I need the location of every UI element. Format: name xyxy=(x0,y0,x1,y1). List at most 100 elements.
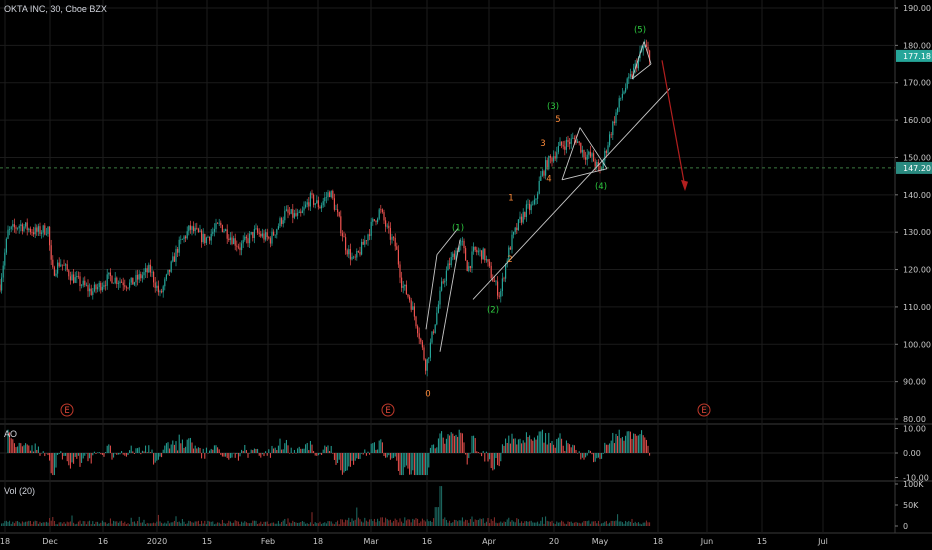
ao-bar xyxy=(393,453,395,458)
candle-body xyxy=(631,74,633,78)
ao-bar xyxy=(170,444,172,453)
ao-bar xyxy=(7,429,9,453)
volume-bar xyxy=(543,523,545,526)
ao-bar xyxy=(301,448,303,453)
ao-bar xyxy=(373,442,375,453)
candle-body xyxy=(50,245,52,260)
candle-body xyxy=(241,243,243,251)
ao-bar xyxy=(607,444,609,453)
candle-body xyxy=(239,247,241,251)
volume-bar xyxy=(455,520,457,526)
volume-bar xyxy=(365,520,367,526)
ao-bar xyxy=(89,453,91,459)
ao-bar xyxy=(548,432,550,453)
ao-bar xyxy=(397,453,399,471)
volume-bar xyxy=(340,519,342,526)
volume-bar xyxy=(221,519,223,526)
candle-body xyxy=(57,262,59,274)
time-tick-label: 16 xyxy=(98,537,108,546)
ao-bar xyxy=(225,453,227,457)
volume-bar xyxy=(61,523,63,526)
volume-bar xyxy=(164,522,166,526)
candle-body xyxy=(289,212,291,214)
ao-bar xyxy=(237,453,239,461)
candle-body xyxy=(370,221,372,236)
support-trendline xyxy=(472,88,671,300)
volume-bar xyxy=(140,522,142,526)
price-pane[interactable] xyxy=(0,39,651,377)
wave-label-orange: 5 xyxy=(555,115,560,125)
volume-bar xyxy=(497,523,499,526)
ao-bar xyxy=(157,453,159,460)
candle-body xyxy=(401,277,403,288)
ao-bar xyxy=(572,444,574,453)
ao-bar xyxy=(385,453,387,458)
volume-bar xyxy=(537,521,539,526)
candle-body xyxy=(405,284,407,295)
ao-bar xyxy=(265,451,267,453)
ao-bar xyxy=(169,448,171,453)
candle-body xyxy=(89,288,91,292)
candle-body xyxy=(93,284,95,292)
volume-bar xyxy=(231,522,233,526)
ao-bar xyxy=(125,453,127,457)
volume-bar xyxy=(509,521,511,526)
price-tick-label: 100.00 xyxy=(903,340,931,349)
volume-bar xyxy=(154,523,156,526)
volume-bar xyxy=(351,518,353,526)
candle-body xyxy=(261,233,263,237)
volume-bar xyxy=(345,519,347,526)
candle-body xyxy=(295,213,297,216)
volume-bar xyxy=(242,522,244,526)
volume-bar xyxy=(199,524,201,526)
candle-body xyxy=(561,141,563,146)
candle-body xyxy=(442,281,444,283)
volume-bar xyxy=(81,523,83,526)
ao-bar xyxy=(361,453,363,454)
volume-bar xyxy=(575,521,577,526)
level-price-marker xyxy=(896,161,932,174)
ao-bar xyxy=(165,443,167,453)
volume-bar xyxy=(621,522,623,526)
ao-bar xyxy=(492,453,494,471)
candle-body xyxy=(282,220,284,224)
candle-body xyxy=(172,256,174,262)
candle-body xyxy=(97,287,99,290)
candle-body xyxy=(143,272,145,276)
ao-bar xyxy=(396,453,398,461)
candle-body xyxy=(226,229,228,239)
volume-bar xyxy=(375,522,377,526)
volume-bar xyxy=(316,523,318,526)
ao-bar xyxy=(295,453,297,454)
volume-bar xyxy=(44,522,46,526)
ao-bar xyxy=(141,450,143,453)
volume-bar xyxy=(469,519,471,526)
volume-bar xyxy=(105,522,107,526)
ao-bar xyxy=(645,439,647,453)
ao-pane[interactable] xyxy=(0,429,895,476)
candle-body xyxy=(191,226,193,230)
volume-bar xyxy=(52,516,54,526)
ao-bar xyxy=(100,453,102,455)
candle-body xyxy=(5,238,7,253)
candle-body xyxy=(297,212,299,216)
candle-body xyxy=(530,204,532,211)
volume-bar xyxy=(212,521,214,526)
volume-bar xyxy=(348,517,350,526)
ao-bar xyxy=(580,453,582,460)
volume-bar xyxy=(189,521,191,526)
volume-pane[interactable] xyxy=(1,486,651,526)
time-tick-label: Apr xyxy=(482,537,497,546)
candle-body xyxy=(125,286,127,288)
candle-body xyxy=(209,236,211,241)
ao-bar xyxy=(585,453,587,458)
volume-bar xyxy=(501,522,503,526)
candle-body xyxy=(245,236,247,239)
ao-bar xyxy=(82,453,84,459)
volume-bar xyxy=(349,522,351,526)
candle-body xyxy=(223,230,225,232)
candle-body xyxy=(404,284,406,287)
candle-body xyxy=(543,171,545,176)
candle-body xyxy=(170,261,172,272)
